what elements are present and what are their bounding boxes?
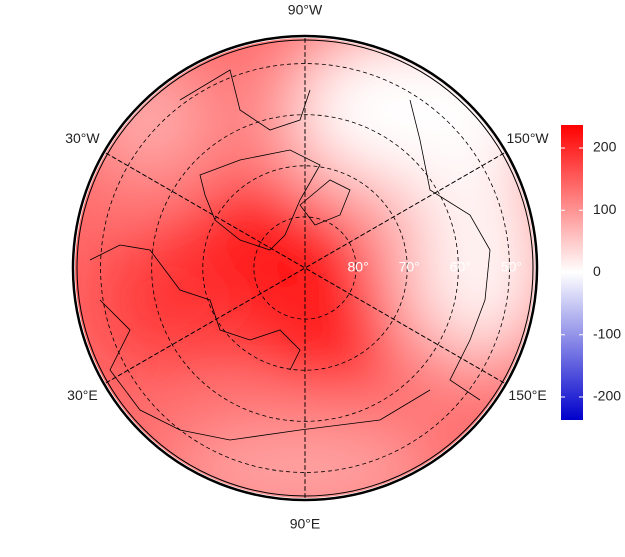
lon-label: 150°E [508,387,546,403]
inner-border [76,39,534,497]
colorbar-label: 0 [593,263,601,279]
lat-label: 60° [450,259,471,275]
lon-label: 30°W [65,130,100,146]
graticule: 80° 70° 60° 50° [100,38,522,498]
parallel [100,63,510,473]
colorbar-label: 200 [593,139,617,155]
lon-label: 30°E [67,387,98,403]
lon-label: 90°W [288,2,323,18]
lat-label: 70° [399,259,420,275]
lat-label: 50° [501,259,522,275]
parallel [202,165,408,371]
field [75,38,535,498]
parallel [151,114,459,422]
colorbar-label: -100 [593,325,621,341]
parallel [253,216,357,320]
lat-label: 80° [348,259,369,275]
lon-label: 90°E [290,516,321,532]
outer-border [71,34,539,502]
colorbar-label: 100 [593,201,617,217]
colorbar-label: -200 [593,388,621,404]
lon-label: 150°W [506,130,549,146]
colorbar [561,125,583,420]
